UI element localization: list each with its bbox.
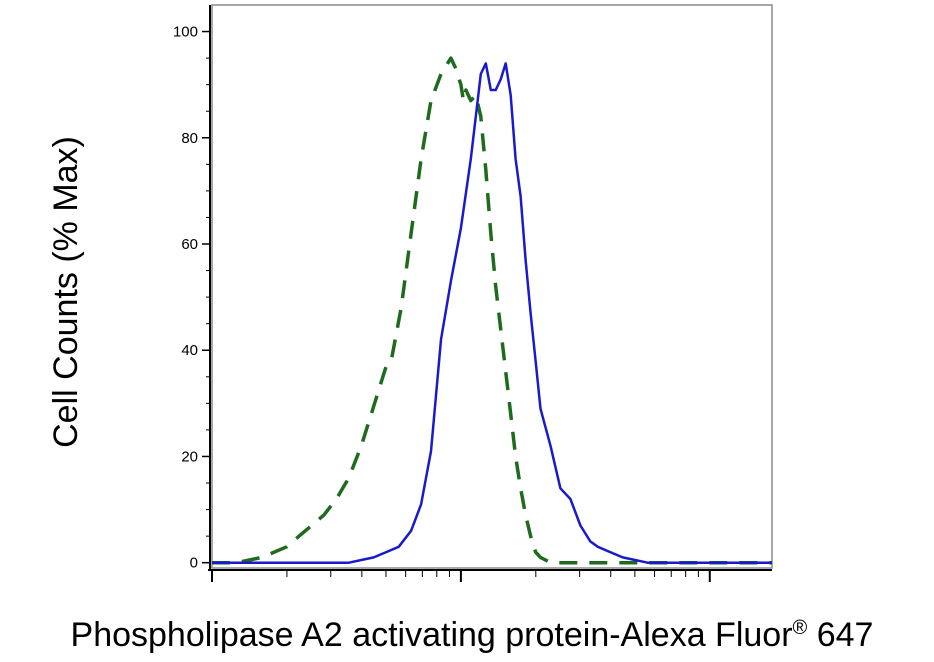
y-tick-label: 60 — [181, 236, 198, 253]
registered-mark: ® — [793, 617, 808, 639]
y-tick-label: 40 — [181, 342, 198, 359]
x-axis-ticks — [211, 570, 711, 582]
x-axis-title: Phospholipase A2 activating protein-Alex… — [71, 616, 874, 654]
x-axis-title-main: Phospholipase A2 activating protein-Alex… — [71, 616, 793, 654]
x-axis-title-suffix: 647 — [807, 616, 873, 654]
y-tick-label: 80 — [181, 130, 198, 147]
sample-histogram-line — [212, 62, 772, 564]
plot-frame — [211, 4, 773, 569]
y-axis-ticks: 0 20 40 60 80 100 — [173, 24, 210, 572]
y-tick-label: 20 — [181, 448, 198, 465]
y-axis-title: Cell Counts (% Max) — [47, 136, 85, 448]
series-layer — [212, 56, 772, 565]
y-tick-label: 0 — [190, 555, 198, 572]
y-tick-label: 100 — [173, 24, 198, 41]
control-histogram-line — [212, 56, 772, 565]
